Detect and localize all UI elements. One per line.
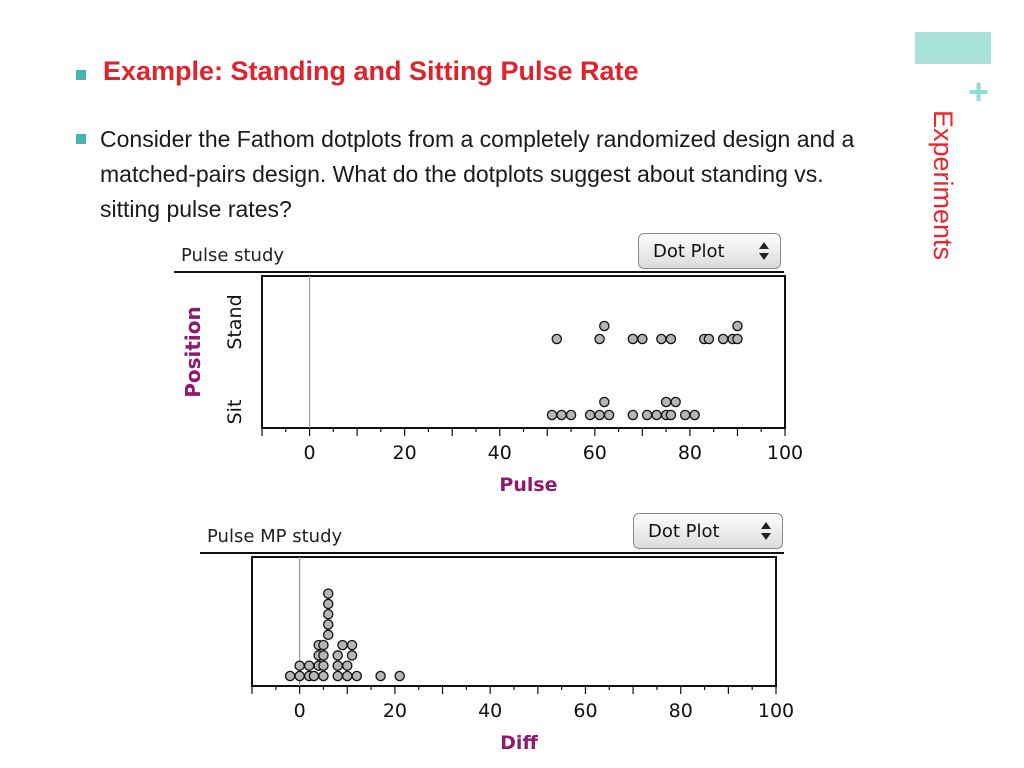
bullet-square-icon [76,70,86,80]
dot-diff [303,660,315,671]
y-category-label: Sit [224,400,246,425]
x-axis-label: Diff [500,732,538,754]
dot-diff [284,670,296,682]
dot-diff [342,660,353,671]
dot-stand [594,333,605,345]
dot-sit [584,409,596,421]
dot-sit [603,409,615,421]
dot-diff [332,650,343,661]
dot-sit [556,409,567,421]
dot-stand [703,333,715,345]
panel-title-pulse-study: Pulse study [181,245,285,266]
dot-sit [651,409,662,421]
x-tick-label: 20 [383,700,407,722]
y-axis-label: Position [181,306,205,398]
dot-diff [342,670,353,682]
dot-sit [670,396,681,408]
dot-diff [318,660,329,671]
dot-sit [679,409,691,421]
slide-body-text: Consider the Fathom dotplots from a comp… [100,126,855,222]
dot-sit [546,409,558,421]
x-tick-label: 40 [478,700,502,722]
dot-sit [594,409,605,421]
dot-sit [565,409,577,421]
dot-sit [660,396,672,408]
x-tick-label: 80 [669,700,693,722]
panel-header-divider [174,271,784,273]
x-tick-label: 20 [393,442,417,464]
dot-diff [375,670,386,682]
x-tick-label: 80 [678,442,702,464]
dot-stand [732,320,743,332]
updown-arrows-icon [759,242,769,260]
dot-diff [332,670,343,682]
dropdown-label: Dot Plot [648,521,720,542]
y-category-label: Stand [224,294,246,349]
dot-sit [665,409,677,421]
dot-diff [318,670,329,682]
dot-sit [641,409,653,421]
dot-stand [665,333,677,345]
dot-diff [322,629,334,641]
accent-bar [915,32,991,64]
panel-header-divider [200,552,784,554]
slide-heading: Example: Standing and Sitting Pulse Rate [103,56,639,86]
x-tick-label: 100 [767,442,803,464]
dot-stand [551,333,563,345]
dot-diff [308,670,320,682]
dot-diff [294,670,305,682]
dot-diff [351,670,363,682]
dot-diff [346,650,358,661]
updown-arrows-icon [761,522,771,540]
x-tick-label: 0 [303,442,315,464]
dot-diff [346,639,358,651]
dot-diff [318,639,329,651]
dot-stand [732,333,743,345]
x-tick-label: 40 [488,442,512,464]
dot-sit [627,409,639,421]
x-tick-label: 60 [583,442,607,464]
x-axis-label: Pulse [499,474,557,496]
plot-type-dropdown[interactable]: Dot Plot [633,513,783,549]
dot-diff [322,598,334,610]
dot-diff [318,650,329,661]
plus-icon: + [968,71,990,112]
dot-stand [717,333,729,345]
dot-diff [294,660,305,671]
dot-sit [689,409,700,421]
dot-stand [637,333,648,345]
x-tick-label: 0 [294,700,306,722]
x-tick-label: 100 [758,700,794,722]
dot-diff [322,588,334,599]
dot-diff [322,619,334,630]
dot-diff [322,608,334,620]
dot-stand [599,320,610,332]
bullet-square-icon [76,134,86,144]
dot-diff [394,670,405,682]
panel-title-pulse-mp-study: Pulse MP study [207,526,343,547]
plot-frame [261,275,786,429]
plot-type-dropdown[interactable]: Dot Plot [638,233,781,269]
dropdown-label: Dot Plot [653,241,725,262]
x-tick-label: 60 [573,700,597,722]
dot-diff [337,639,348,651]
dot-diff [332,660,343,671]
dot-stand [656,333,667,345]
dot-sit [599,396,610,408]
dot-stand [627,333,639,345]
